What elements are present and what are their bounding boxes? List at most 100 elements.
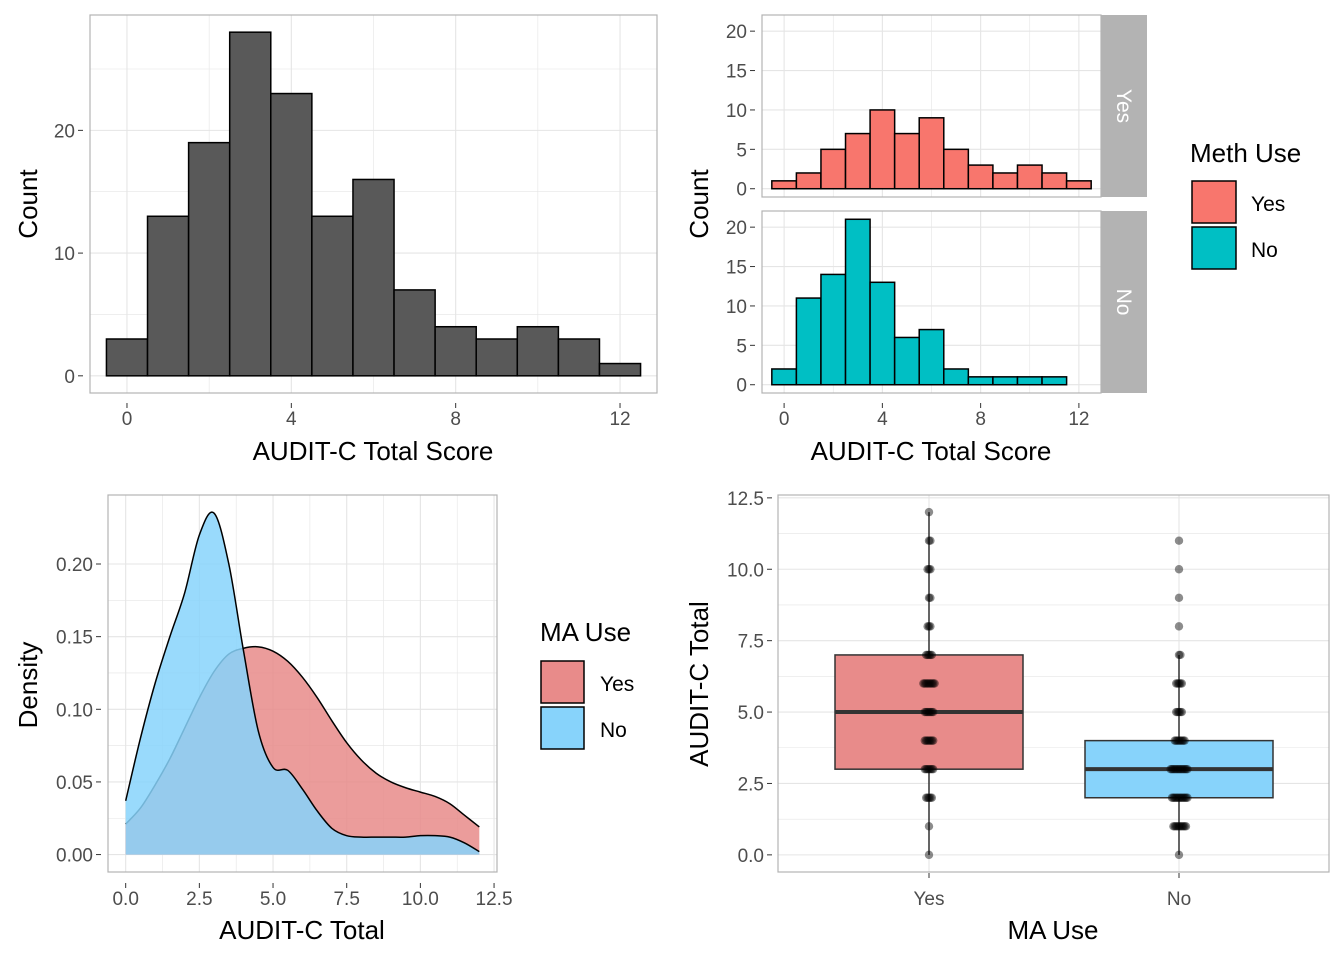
density-panel-border (107, 494, 498, 873)
meth-use-legend: Meth Use Yes No (1190, 138, 1301, 270)
histogram-bar (475, 338, 519, 377)
facet-x-tick-label: 4 (877, 409, 888, 430)
facet-x-title: AUDIT-C Total Score (811, 436, 1052, 466)
data-point (924, 764, 934, 774)
data-point (1177, 822, 1187, 831)
histogram-x-tick-label: 8 (450, 409, 461, 430)
histogram-bar (557, 338, 601, 377)
density-y-tick-label: 0.20 (56, 555, 93, 576)
data-point (926, 707, 935, 717)
boxplot-x-tick-label: No (1167, 889, 1191, 910)
facet-no-y-tick-label: 15 (726, 258, 747, 279)
facet-bar-no (844, 218, 871, 386)
data-point (1180, 764, 1189, 774)
boxplot-y-tick-label: 5.0 (738, 703, 764, 724)
data-point (930, 679, 939, 688)
boxplot-y-tick-label: 2.5 (738, 774, 764, 795)
density-y-tick-label: 0.10 (56, 700, 93, 721)
data-point (1172, 736, 1181, 745)
facet-bar-yes (844, 132, 871, 190)
data-point (926, 679, 935, 688)
histogram-y-tick-label: 0 (64, 367, 75, 388)
data-point (923, 736, 932, 745)
facet-bar-no (943, 368, 970, 386)
density-legend-label-no: No (600, 719, 627, 742)
data-point (926, 565, 935, 574)
density-x-title: AUDIT-C Total (219, 915, 385, 945)
data-point (927, 707, 936, 717)
density-y-tick-label: 0.00 (56, 846, 93, 867)
histogram-panel: 0 4 8 12 0 10 20 AUDIT-C Total Score Count (13, 14, 658, 466)
histogram-x-title: AUDIT-C Total Score (253, 436, 494, 466)
data-point (1176, 736, 1185, 745)
data-point (1174, 850, 1184, 860)
legend-label-yes: Yes (1251, 193, 1285, 216)
data-point (922, 736, 931, 745)
data-point (924, 536, 934, 545)
data-point (1170, 764, 1180, 774)
data-point (923, 707, 932, 717)
data-point (1174, 764, 1184, 774)
facet-yes-y-tick-label: 15 (726, 62, 747, 83)
data-point (1179, 793, 1188, 802)
data-point (1172, 707, 1181, 717)
histogram-y-tick-label: 10 (54, 244, 75, 265)
data-point (1173, 707, 1182, 717)
data-point (924, 507, 934, 517)
data-point (929, 764, 938, 774)
facet-bar-yes (795, 172, 822, 190)
density-panel: 0.0 2.5 5.0 7.5 10.0 12.5 0.00 0.05 0.10 0.15 0.20… (13, 494, 634, 945)
data-point (1174, 622, 1184, 631)
data-point (1173, 764, 1182, 774)
histogram-bar (516, 325, 560, 377)
data-point (1174, 707, 1184, 717)
histogram-bar (146, 215, 190, 377)
data-point (1176, 707, 1185, 717)
histogram-bar (434, 325, 477, 377)
density-areas (124, 511, 480, 855)
data-point (924, 707, 934, 717)
data-point (922, 707, 931, 717)
facet-yes-y-tick-label: 20 (726, 22, 747, 43)
histogram-ticks: 0 4 8 12 0 10 20 (54, 121, 631, 430)
density-y-tick-label: 0.15 (56, 628, 93, 649)
facet-bar-no (869, 281, 896, 386)
boxplot-y-tick-label: 12.5 (727, 489, 764, 510)
data-point (922, 764, 931, 774)
facet-strip-no (1101, 211, 1147, 393)
histogram-y-title: Count (13, 169, 43, 239)
data-point (1174, 536, 1184, 545)
data-point (1179, 736, 1188, 745)
facet-bar-no (820, 273, 847, 386)
facet-no-y-tick-label: 0 (736, 376, 747, 397)
data-point (926, 622, 935, 631)
data-point (1176, 793, 1185, 802)
density-line-no (124, 511, 480, 853)
data-point (929, 679, 938, 688)
data-point (1181, 822, 1191, 831)
data-point (1167, 764, 1177, 774)
data-point (1180, 822, 1189, 831)
density-ticks: 0.0 2.5 5.0 7.5 10.0 12.5 0.00 0.05 0.10 0.15 0.20 (56, 555, 513, 910)
boxplot-panel: 0.0 2.5 5.0 7.5 10.0 12.5 Yes No MA Use AUDIT-C… (684, 489, 1330, 945)
data-point (1181, 764, 1191, 774)
facet-x-tick-label: 12 (1068, 409, 1089, 430)
data-point (1173, 679, 1182, 688)
data-point (1174, 679, 1184, 688)
boxplot-boxes (834, 512, 1274, 855)
data-point (1174, 793, 1184, 802)
data-point (927, 736, 936, 745)
density-x-tick-label: 7.5 (333, 889, 359, 910)
histogram-bar (393, 289, 436, 377)
histogram-bar (105, 338, 149, 377)
data-point (1180, 736, 1189, 745)
data-point (924, 650, 934, 660)
facet-bar-no (795, 297, 822, 386)
data-point (1177, 793, 1187, 802)
data-point (1183, 793, 1192, 802)
data-point (1174, 650, 1184, 660)
facet-bar-yes (869, 109, 896, 190)
data-point (922, 793, 931, 802)
density-x-tick-label: 0.0 (112, 889, 138, 910)
